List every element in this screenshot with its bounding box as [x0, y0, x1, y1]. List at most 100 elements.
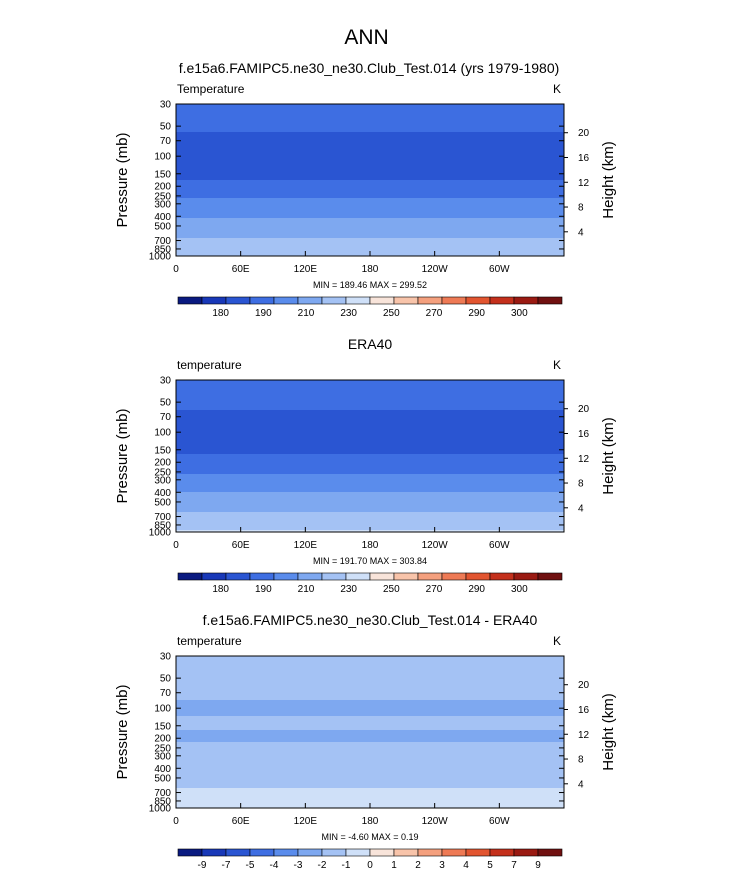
- contour-band: [176, 764, 564, 767]
- pressure-tick-label: 700: [154, 788, 171, 799]
- panel-1-left-label: Temperature: [177, 82, 245, 96]
- contour-band: [176, 448, 564, 451]
- panel-2-y2label: Height (km): [600, 417, 617, 495]
- contour-band: [176, 702, 564, 705]
- panel-2: ERA40 temperature K 30507010015020025030…: [114, 336, 617, 595]
- contour-band: [176, 458, 564, 461]
- contour-band: [176, 500, 564, 503]
- colorbar-swatch: [225, 848, 251, 857]
- contour-band: [176, 466, 564, 469]
- colorbar-swatch: [177, 296, 203, 305]
- contour-band: [176, 434, 564, 437]
- height-tick-label: 16: [578, 705, 590, 716]
- longitude-tick-label: 180: [362, 540, 379, 551]
- contour-band: [176, 226, 564, 229]
- contour-band: [176, 202, 564, 205]
- colorbar-swatch: [369, 572, 395, 581]
- contour-band: [176, 774, 564, 777]
- pressure-tick-label: 70: [160, 136, 172, 147]
- contour-band: [176, 122, 564, 125]
- contour-band: [176, 422, 564, 425]
- colorbar-swatch: [537, 848, 563, 857]
- contour-band: [176, 514, 564, 517]
- contour-band: [176, 746, 564, 749]
- pressure-tick-label: 30: [160, 100, 172, 111]
- contour-band: [176, 786, 564, 789]
- contour-band: [176, 522, 564, 525]
- contour-band: [176, 502, 564, 505]
- colorbar-swatch: [513, 848, 539, 857]
- pressure-tick-label: 300: [154, 475, 171, 486]
- contour-band: [176, 784, 564, 787]
- contour-band: [176, 380, 564, 383]
- contour-band: [176, 110, 564, 113]
- colorbar-swatch: [465, 848, 491, 857]
- contour-band: [176, 130, 564, 133]
- contour-band: [176, 482, 564, 485]
- contour-band: [176, 454, 564, 457]
- colorbar-tick-label: 5: [487, 860, 493, 871]
- height-tick-label: 12: [578, 730, 590, 741]
- contour-band: [176, 382, 564, 385]
- contour-band: [176, 768, 564, 771]
- colorbar-tick-label: -3: [294, 860, 303, 871]
- contour-band: [176, 248, 564, 251]
- longitude-tick-label: 120E: [294, 264, 318, 275]
- contour-band: [176, 718, 564, 721]
- colorbar-swatch: [345, 848, 371, 857]
- contour-band: [176, 142, 564, 145]
- contour-band: [176, 782, 564, 785]
- pressure-tick-label: 150: [154, 169, 171, 180]
- panel-2-title: ERA40: [348, 336, 393, 352]
- colorbar-swatch: [321, 296, 347, 305]
- contour-band: [176, 144, 564, 147]
- contour-band: [176, 394, 564, 397]
- contour-band: [176, 138, 564, 141]
- contour-band: [176, 438, 564, 441]
- pressure-tick-label: 700: [154, 512, 171, 523]
- contour-band: [176, 188, 564, 191]
- colorbar-swatch: [393, 848, 419, 857]
- contour-band: [176, 126, 564, 129]
- colorbar-swatch: [273, 572, 299, 581]
- contour-band: [176, 410, 564, 413]
- contour-band: [176, 430, 564, 433]
- colorbar-tick-label: 270: [426, 308, 443, 319]
- height-tick-label: 4: [578, 779, 584, 790]
- contour-band: [176, 728, 564, 731]
- colorbar-swatch: [489, 572, 515, 581]
- pressure-tick-label: 200: [154, 458, 171, 469]
- height-tick-label: 8: [578, 755, 584, 766]
- contour-band: [176, 116, 564, 119]
- contour-band: [176, 712, 564, 715]
- contour-band: [176, 440, 564, 443]
- contour-band: [176, 182, 564, 185]
- contour-band: [176, 428, 564, 431]
- longitude-tick-label: 60E: [232, 816, 250, 827]
- contour-band: [176, 124, 564, 127]
- contour-band: [176, 472, 564, 475]
- contour-band: [176, 750, 564, 753]
- contour-band: [176, 756, 564, 759]
- colorbar-tick-label: 0: [367, 860, 373, 871]
- contour-band: [176, 446, 564, 449]
- contour-band: [176, 212, 564, 215]
- colorbar-tick-label: -9: [198, 860, 207, 871]
- panel-2-colorbar: 180 190 210 230 250 270 290 300: [177, 572, 563, 595]
- contour-band: [176, 158, 564, 161]
- colorbar-tick-label: 210: [298, 308, 315, 319]
- contour-band: [176, 770, 564, 773]
- contour-band: [176, 386, 564, 389]
- contour-band: [176, 680, 564, 683]
- contour-band: [176, 724, 564, 727]
- pressure-tick-label: 250: [154, 191, 171, 202]
- contour-band: [176, 796, 564, 799]
- contour-band: [176, 714, 564, 717]
- contour-band: [176, 496, 564, 499]
- colorbar-swatch: [201, 572, 227, 581]
- longitude-tick-label: 60W: [489, 816, 510, 827]
- colorbar-swatch: [345, 296, 371, 305]
- colorbar-tick-label: 9: [535, 860, 541, 871]
